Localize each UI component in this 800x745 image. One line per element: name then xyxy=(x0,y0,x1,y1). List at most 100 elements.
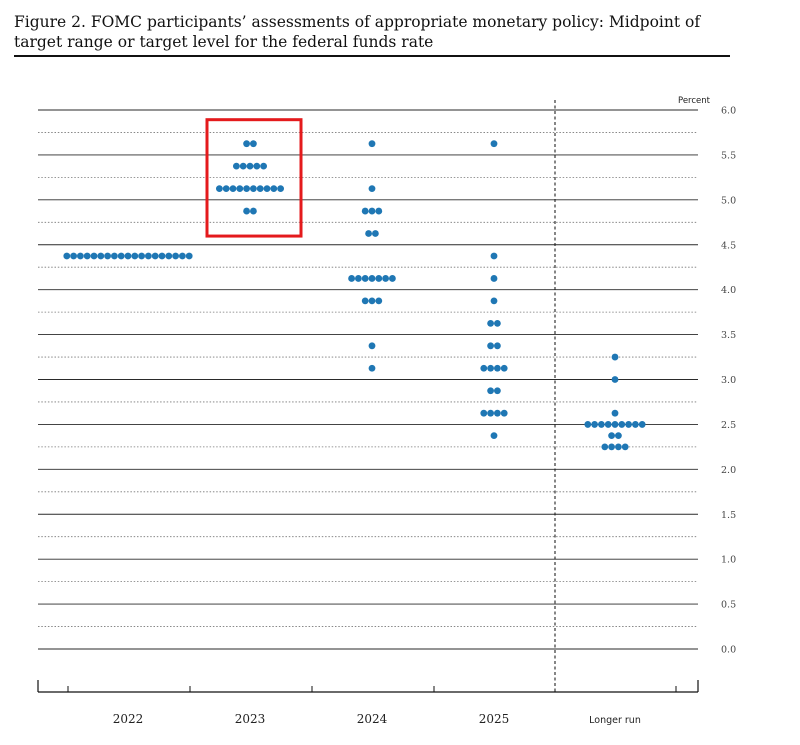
projection-dot xyxy=(494,342,501,350)
projection-dot xyxy=(117,252,125,260)
y-tick-label: 1.5 xyxy=(721,510,736,521)
projection-dot xyxy=(158,252,166,260)
figure-title: Figure 2. FOMC participants’ assessments… xyxy=(14,13,701,51)
projection-dot xyxy=(375,207,383,215)
projection-dot xyxy=(355,275,362,282)
projection-dot xyxy=(151,252,159,260)
x-category-label: 2024 xyxy=(357,712,388,726)
projection-dot xyxy=(487,319,494,327)
projection-dot xyxy=(494,364,501,372)
y-tick-label: 0.0 xyxy=(721,645,736,656)
projection-dot xyxy=(621,443,629,451)
projection-dot xyxy=(382,275,389,282)
projection-dot xyxy=(375,297,383,305)
projection-dot xyxy=(608,443,615,451)
projection-dot xyxy=(77,252,84,260)
projection-dot xyxy=(270,185,278,193)
y-tick-label: 2.0 xyxy=(721,465,736,476)
title-rule xyxy=(14,55,730,57)
y-tick-label: 3.0 xyxy=(721,375,736,386)
grid-layer xyxy=(38,109,698,650)
projection-dot xyxy=(591,421,598,428)
projection-dot xyxy=(601,443,609,451)
projection-dot xyxy=(260,162,267,170)
projection-dot xyxy=(604,421,612,428)
y-tick-label: 5.5 xyxy=(721,150,736,161)
projection-dot xyxy=(277,185,284,193)
projection-dot xyxy=(111,252,118,260)
y-tick-label: 1.0 xyxy=(721,555,736,566)
dots-layer xyxy=(63,140,646,451)
projection-dot xyxy=(256,185,264,193)
projection-dot xyxy=(243,185,251,193)
projection-dot xyxy=(611,353,619,361)
projection-dot xyxy=(70,252,77,260)
y-tick-label: 0.5 xyxy=(721,600,736,611)
projection-dot xyxy=(584,421,592,428)
projection-dot xyxy=(494,387,501,395)
projection-dot xyxy=(368,275,376,282)
projection-dot xyxy=(365,230,372,237)
projection-dot xyxy=(124,252,132,260)
projection-dot xyxy=(487,409,494,417)
projection-dot xyxy=(250,207,257,215)
projection-dot xyxy=(500,364,508,372)
projection-dot xyxy=(389,275,396,282)
y-tick-label: 3.5 xyxy=(721,330,736,341)
projection-dot xyxy=(104,252,111,260)
projection-dot xyxy=(229,185,237,193)
projection-dot xyxy=(480,364,488,372)
projection-dot xyxy=(632,421,639,428)
projection-dot xyxy=(638,421,646,428)
projection-dot xyxy=(131,252,139,260)
projection-dot xyxy=(490,432,498,440)
axis-layer: 0.0 0.5 1.0 1.5 2.0 2.5 3.0 3.5 4.0 4.5 5.0 5.5 6.0 P… xyxy=(37,96,736,726)
projection-dot xyxy=(608,432,615,440)
projection-dot xyxy=(246,162,254,170)
y-tick-label: 2.5 xyxy=(721,420,736,431)
x-category-label: 2023 xyxy=(235,712,266,726)
projection-dot xyxy=(480,409,488,417)
projection-dot xyxy=(239,162,247,170)
projection-dot xyxy=(368,364,376,372)
y-tick-label: 4.0 xyxy=(721,285,736,296)
projection-dot xyxy=(243,140,251,148)
projection-dot xyxy=(618,421,626,428)
projection-dot xyxy=(361,297,369,305)
projection-dot xyxy=(83,252,91,260)
projection-dot xyxy=(243,207,251,215)
projection-dot xyxy=(487,387,494,395)
projection-dot xyxy=(368,207,376,215)
y-axis-unit-label: Percent xyxy=(678,96,711,106)
projection-dot xyxy=(97,252,105,260)
projection-dot xyxy=(490,297,498,305)
projection-dot xyxy=(490,275,498,282)
projection-dot xyxy=(494,409,501,417)
projection-dot xyxy=(90,252,98,260)
projection-dot xyxy=(625,421,632,428)
projection-dot xyxy=(250,185,257,193)
projection-dot xyxy=(233,162,240,170)
projection-dot xyxy=(375,275,383,282)
projection-dot xyxy=(138,252,146,260)
projection-dot xyxy=(263,185,271,193)
highlight-layer xyxy=(205,118,303,238)
projection-dot xyxy=(615,443,622,451)
x-category-label: 2025 xyxy=(479,712,510,726)
projection-dot xyxy=(361,275,369,282)
y-tick-label: 4.5 xyxy=(721,240,736,251)
projection-dot xyxy=(611,421,619,428)
projection-dot xyxy=(487,342,494,350)
projection-dot xyxy=(487,364,494,372)
projection-dot xyxy=(500,409,508,417)
projection-dot xyxy=(63,252,71,260)
projection-dot xyxy=(222,185,230,193)
projection-dot xyxy=(490,252,498,260)
projection-dot xyxy=(611,409,619,417)
projection-dot xyxy=(368,342,376,350)
projection-dot xyxy=(372,230,379,237)
projection-dot xyxy=(361,207,369,215)
projection-dot xyxy=(216,185,223,193)
projection-dot xyxy=(348,275,355,282)
